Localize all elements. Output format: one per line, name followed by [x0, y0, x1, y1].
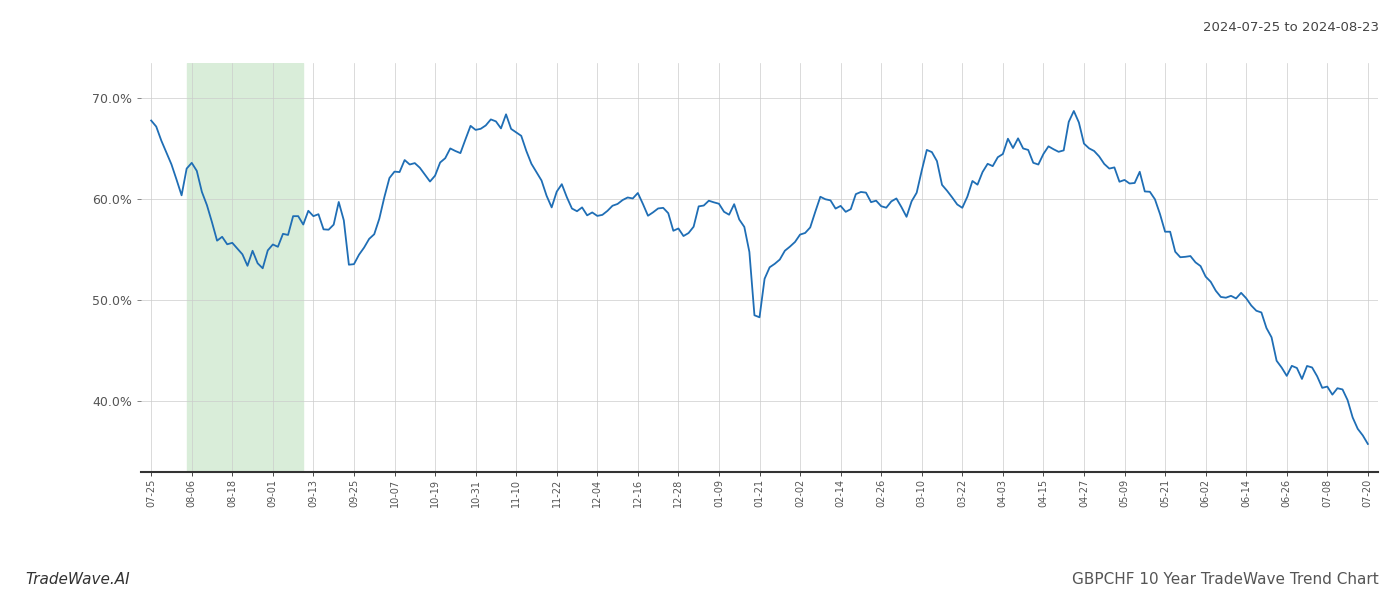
Bar	[186, 63, 304, 472]
Text: 2024-07-25 to 2024-08-23: 2024-07-25 to 2024-08-23	[1203, 21, 1379, 34]
Text: TradeWave.AI: TradeWave.AI	[25, 572, 130, 587]
Text: GBPCHF 10 Year TradeWave Trend Chart: GBPCHF 10 Year TradeWave Trend Chart	[1072, 572, 1379, 587]
